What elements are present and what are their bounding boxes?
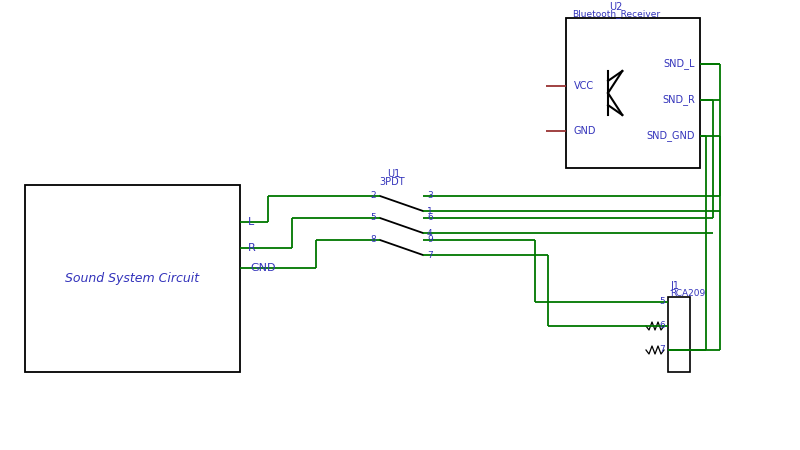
Bar (25, 185, 240, 372)
Text: 4: 4 (427, 229, 433, 238)
Text: L: L (248, 217, 254, 227)
Text: R: R (248, 243, 256, 253)
Text: 7: 7 (659, 346, 665, 355)
Text: 8: 8 (370, 235, 376, 244)
Text: VCC: VCC (574, 81, 594, 91)
Text: 3: 3 (427, 192, 433, 201)
Text: U1: U1 (387, 169, 401, 179)
Bar (566, 18, 700, 168)
Text: GND: GND (250, 263, 275, 273)
Text: SND_R: SND_R (662, 94, 695, 105)
Text: U2: U2 (610, 2, 622, 12)
Text: 5: 5 (659, 297, 665, 306)
Text: J1: J1 (670, 281, 679, 291)
Text: 9: 9 (427, 235, 433, 244)
Text: Sound System Circuit: Sound System Circuit (66, 272, 199, 285)
Text: Bluetooth_Receiver: Bluetooth_Receiver (572, 9, 660, 18)
Text: 6: 6 (659, 321, 665, 330)
Text: SND_L: SND_L (663, 58, 695, 69)
Text: 3PDT: 3PDT (379, 177, 405, 187)
Text: 2: 2 (370, 192, 376, 201)
Text: 5: 5 (370, 213, 376, 222)
Text: GND: GND (574, 126, 597, 136)
Text: 1: 1 (427, 207, 433, 216)
Text: SND_GND: SND_GND (646, 130, 695, 141)
Bar (668, 297, 690, 372)
Text: 6: 6 (427, 213, 433, 222)
Text: RCA209: RCA209 (670, 288, 706, 297)
Text: 7: 7 (427, 251, 433, 260)
